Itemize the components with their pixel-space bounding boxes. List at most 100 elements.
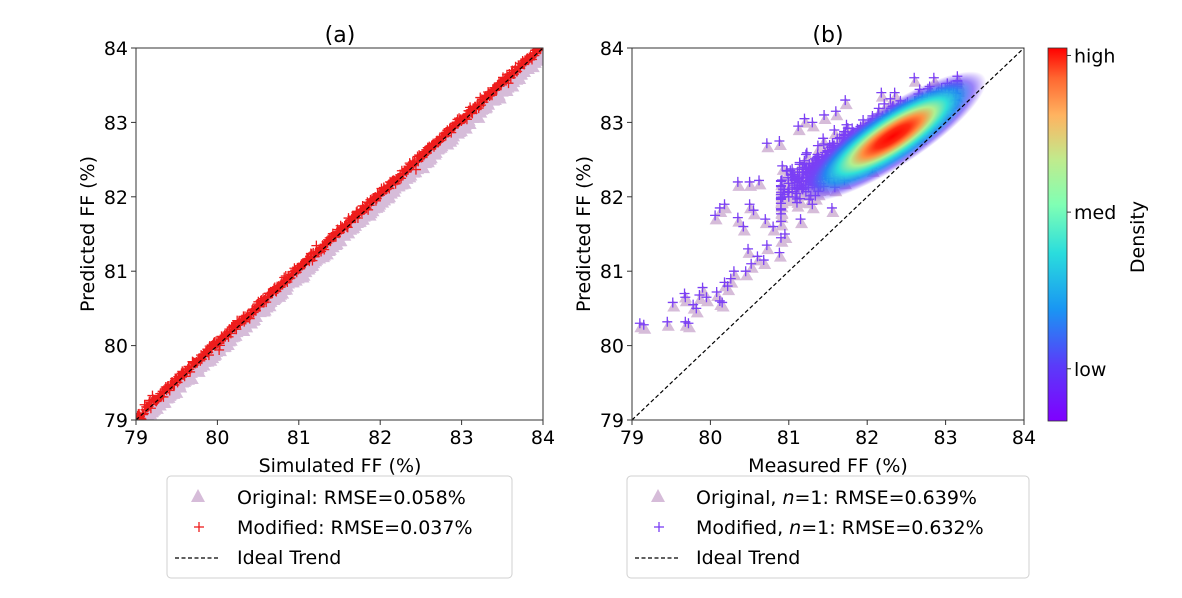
data-point-modified xyxy=(185,366,196,377)
data-point-original xyxy=(792,124,806,136)
panel-a-y-label: Predicted FF (%) xyxy=(77,156,99,312)
data-point-original xyxy=(463,117,477,129)
data-point-original xyxy=(711,290,725,302)
legend-triangle-marker-icon xyxy=(191,489,205,502)
data-point-original xyxy=(661,319,675,331)
data-point-modified xyxy=(410,164,421,175)
y-tick-label: 82 xyxy=(600,187,624,209)
panel-a-legend-box xyxy=(166,475,513,579)
data-point-modified xyxy=(541,48,543,51)
data-point-modified xyxy=(812,140,823,151)
data-point-modified xyxy=(542,48,543,49)
data-point-modified xyxy=(791,197,802,208)
data-point-modified xyxy=(719,199,730,210)
data-point-original xyxy=(748,208,762,220)
data-point-original xyxy=(753,178,767,190)
data-point-modified xyxy=(807,117,818,128)
panel-b-plot-area xyxy=(632,48,1024,420)
data-point-modified xyxy=(800,149,811,160)
data-point-modified xyxy=(732,176,743,187)
x-tick-label: 82 xyxy=(368,427,392,449)
data-point-modified xyxy=(748,205,759,216)
data-point-modified xyxy=(711,287,722,298)
data-point-modified xyxy=(818,133,829,144)
x-tick-label: 80 xyxy=(698,427,722,449)
x-tick-label: 84 xyxy=(1012,427,1036,449)
data-point-modified xyxy=(829,124,840,135)
data-point-modified xyxy=(774,136,785,146)
colorbar: low med high Density xyxy=(1047,45,1149,422)
legend-plus-marker-icon xyxy=(194,522,204,532)
data-point-modified xyxy=(214,340,225,351)
data-point-modified xyxy=(384,183,395,194)
y-tick-label: 83 xyxy=(600,112,624,134)
data-point-original xyxy=(828,127,842,139)
panel-b-legend-original: Original, n=1: RMSE=0.639% xyxy=(696,487,977,509)
data-point-modified xyxy=(787,163,798,174)
data-point-modified xyxy=(393,174,404,185)
data-point-original xyxy=(700,295,714,307)
data-point-modified xyxy=(136,414,147,420)
y-tick-label: 84 xyxy=(600,38,624,60)
data-point-original xyxy=(775,211,789,223)
data-point-original xyxy=(744,179,758,191)
data-point-original xyxy=(732,215,746,227)
data-point-modified xyxy=(138,409,149,420)
data-point-modified xyxy=(461,114,472,125)
data-point-modified xyxy=(758,255,769,266)
x-tick-label: 83 xyxy=(934,427,958,449)
series-original xyxy=(136,48,543,420)
data-point-original xyxy=(775,219,789,231)
data-point-modified xyxy=(775,216,786,227)
data-point-modified xyxy=(801,147,812,158)
y-tick-label: 81 xyxy=(104,261,128,283)
panel-b-frame xyxy=(631,47,1025,421)
data-point-modified xyxy=(667,297,678,308)
data-point-original xyxy=(638,322,652,334)
data-point-modified xyxy=(774,247,785,258)
data-point-modified xyxy=(701,292,712,303)
y-tick-label: 84 xyxy=(104,38,128,60)
legend-triangle-marker-icon xyxy=(651,489,665,502)
data-point-original xyxy=(740,269,754,281)
data-point-modified xyxy=(279,277,290,288)
density-hotspot xyxy=(798,71,987,202)
data-point-original xyxy=(798,116,812,128)
panel-b-legend: Original, n=1: RMSE=0.639% Modified, n=1… xyxy=(626,475,1030,579)
data-point-modified xyxy=(717,297,728,308)
data-point-modified xyxy=(728,266,739,277)
data-point-original xyxy=(716,300,730,312)
panel-b-x-label: Measured FF (%) xyxy=(748,455,908,477)
data-point-modified xyxy=(732,212,743,223)
panel-b-y-ticks: 79 80 81 82 83 84 xyxy=(600,38,632,432)
data-point-original xyxy=(818,112,832,124)
data-point-modified xyxy=(446,127,457,138)
y-tick-label: 80 xyxy=(600,336,624,358)
y-tick-label: 79 xyxy=(600,410,624,432)
panel-a-x-ticks: 79 80 81 82 83 84 xyxy=(124,420,555,449)
data-point-modified xyxy=(691,303,702,314)
data-point-modified xyxy=(744,176,755,187)
x-tick-label: 79 xyxy=(620,427,644,449)
data-point-modified xyxy=(752,251,763,262)
y-tick-label: 81 xyxy=(600,261,624,283)
data-point-original xyxy=(745,261,759,273)
data-point-original xyxy=(493,92,507,104)
data-point-modified xyxy=(490,85,501,96)
data-point-modified xyxy=(419,149,430,160)
data-point-original xyxy=(806,120,820,132)
data-point-modified xyxy=(231,324,242,335)
colorbar-tick-label: low xyxy=(1074,359,1106,381)
data-point-modified xyxy=(799,113,810,124)
data-point-modified xyxy=(841,119,852,130)
panel-a-legend-original: Original: RMSE=0.058% xyxy=(237,487,466,509)
data-point-modified xyxy=(714,295,725,306)
data-point-original xyxy=(709,213,723,225)
data-point-modified xyxy=(776,175,787,186)
panel-a-y-ticks: 79 80 81 82 83 84 xyxy=(104,38,136,432)
y-tick-label: 79 xyxy=(104,410,128,432)
data-point-modified xyxy=(789,172,800,183)
data-point-modified xyxy=(261,297,272,308)
panel-b-legend-ideal: Ideal Trend xyxy=(696,547,800,569)
ideal-trend-line xyxy=(632,48,1024,420)
